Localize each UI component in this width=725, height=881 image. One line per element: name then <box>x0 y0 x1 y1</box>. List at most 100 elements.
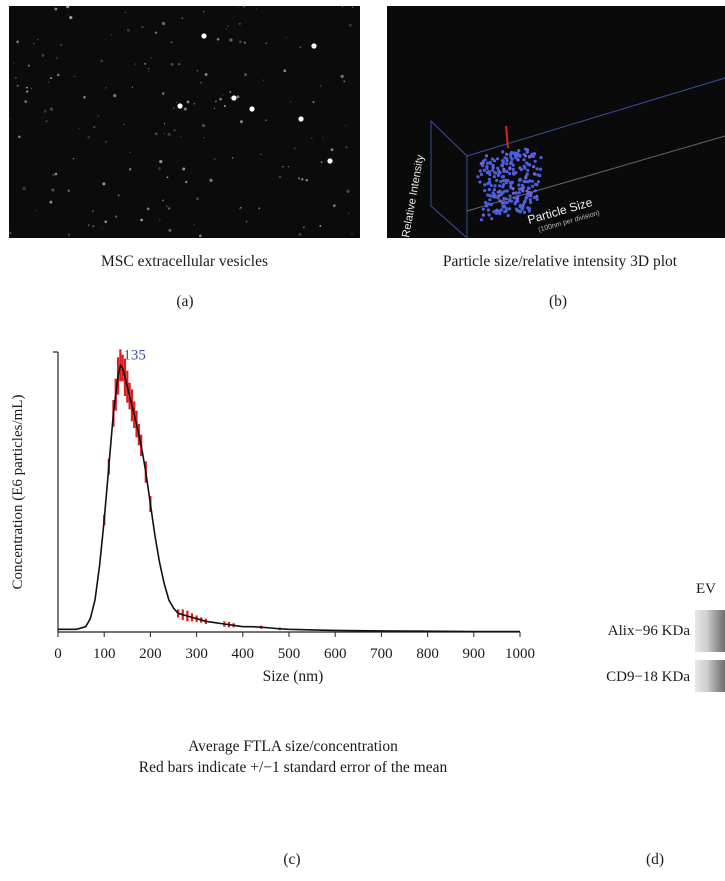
scatter-point-3d <box>532 152 537 156</box>
scatter-point-3d <box>495 211 499 215</box>
vesicle-dot <box>202 10 205 13</box>
vesicle-dot <box>244 73 248 77</box>
vesicle-dot <box>134 63 137 65</box>
panel-d-letter: (d) <box>645 851 665 868</box>
vesicle-dot <box>22 187 26 191</box>
vesicle-dot <box>83 95 86 99</box>
x-tick-label: 300 <box>185 646 208 662</box>
scatter-point-3d <box>491 165 495 170</box>
scatter-point-3d <box>523 166 527 170</box>
vesicle-dot <box>43 109 47 113</box>
scatter-point-3d <box>535 167 539 171</box>
scatter-point-3d <box>535 197 539 201</box>
scatter-point-3d <box>508 194 512 198</box>
vesicle-dot <box>159 218 161 221</box>
x-tick-label: 100 <box>93 646 116 662</box>
scatter-point-3d <box>501 159 505 163</box>
scatter-point-3d <box>505 162 509 166</box>
vesicle-dot <box>126 28 130 32</box>
vesicle-dot <box>67 14 69 16</box>
vesicle-dot <box>35 209 37 211</box>
scatter-point-3d <box>503 201 507 205</box>
scatter-point-3d <box>508 207 512 211</box>
vesicle-dot <box>300 177 304 181</box>
vesicle-dot-bright <box>231 95 237 101</box>
panel-c-caption-2: Red bars indicate +/−1 standard error of… <box>138 759 448 776</box>
vesicle-dot <box>320 85 322 87</box>
scatter-point-3d <box>520 186 524 190</box>
vesicle-dot <box>259 153 262 156</box>
vesicle-dot <box>340 74 344 78</box>
scatter-point-3d <box>487 213 491 217</box>
scatter-point-3d <box>528 155 532 159</box>
vesicle-dot <box>147 67 150 71</box>
vesicle-dot <box>183 107 187 111</box>
x-tick-label: 900 <box>463 646 486 662</box>
scatter-point-3d <box>506 179 510 183</box>
scatter-point-3d <box>501 162 505 166</box>
vesicle-dot <box>146 207 150 211</box>
vesicle-dot <box>332 204 336 208</box>
scatter-point-3d <box>478 180 482 184</box>
scatter-point-3d <box>523 199 527 203</box>
scatter-point-3d <box>518 205 522 209</box>
scatter-point-3d <box>505 152 509 156</box>
vesicle-dot <box>141 25 144 29</box>
scatter-point-3d <box>521 189 525 193</box>
scatter-point-3d <box>525 172 529 176</box>
scatter-point-3d <box>497 169 501 173</box>
vesicle-dot <box>193 224 196 226</box>
vesicle-dot <box>215 100 217 103</box>
vesicle-dot <box>239 120 243 124</box>
scatter-point-3d <box>530 152 534 156</box>
scatter-point-3d <box>529 200 533 205</box>
vesicle-dot <box>170 41 173 44</box>
scatter-point-3d <box>517 183 521 187</box>
scatter-point-3d <box>524 180 528 184</box>
vesicle-dot <box>67 233 70 236</box>
vesicle-dot <box>239 208 241 210</box>
x-tick-label: 600 <box>324 646 347 662</box>
scatter-point-3d <box>485 204 489 208</box>
scatter-point-3d <box>502 204 507 208</box>
vesicle-dot <box>265 119 267 121</box>
vesicle-dot <box>176 101 178 103</box>
vesicle-dot <box>262 79 264 81</box>
vesicle-dot <box>240 206 242 209</box>
panel-c-letter: (c) <box>283 851 301 868</box>
scatter-point-3d <box>483 158 487 162</box>
vesicle-dot <box>102 227 104 229</box>
scatter-point-3d <box>487 177 492 181</box>
scatter-point-3d <box>530 179 534 183</box>
vesicle-dot <box>25 86 28 89</box>
vesicle-dot <box>52 173 56 177</box>
vesicle-dot <box>319 224 322 227</box>
scatter-point-3d <box>508 198 512 203</box>
scatter-point-3d <box>481 161 485 165</box>
scatter-point-3d <box>508 167 512 171</box>
vesicle-dot <box>73 75 75 78</box>
scatter-point-3d <box>527 209 531 213</box>
scatter-point-3d <box>511 191 516 195</box>
vesicle-dot <box>202 124 205 128</box>
scatter-point-3d <box>514 191 518 195</box>
vesicle-dot <box>91 210 94 213</box>
scatter-point-3d <box>533 189 537 193</box>
scatter-point-3d <box>529 191 533 195</box>
vesicle-dot-bright <box>311 43 317 49</box>
vesicle-dot <box>102 182 106 186</box>
vesicle-dot <box>297 177 301 180</box>
x-tick-label: 400 <box>232 646 255 662</box>
scatter-point-3d <box>499 179 503 184</box>
vesicle-dot <box>104 220 107 224</box>
vesicle-dot <box>97 115 99 117</box>
vesicle-dot <box>161 21 166 26</box>
scatter-point-3d <box>491 191 495 195</box>
vesicle-dot <box>298 232 302 236</box>
scatter-point-3d <box>502 189 506 193</box>
vesicle-dot <box>123 123 125 125</box>
vesicle-dot <box>293 147 297 150</box>
x-tick-label: 0 <box>54 646 62 662</box>
vesicle-dot <box>167 132 171 136</box>
vesicle-dot <box>229 91 232 93</box>
